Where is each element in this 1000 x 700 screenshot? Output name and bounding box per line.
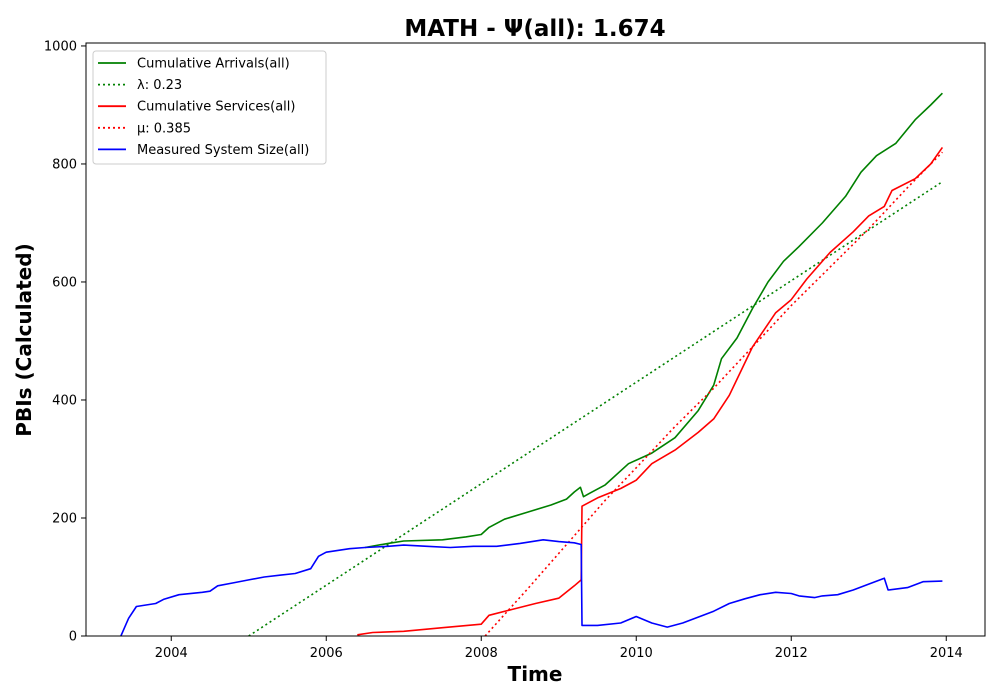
x-tick-label: 2006	[310, 646, 343, 661]
y-tick-label: 0	[69, 630, 77, 645]
legend-box	[92, 50, 327, 165]
x-axis: 2004 2006 2008 2010 2012 2014	[155, 636, 963, 661]
series-line-measured-system-size-all	[120, 539, 943, 636]
plot-area	[120, 92, 944, 636]
legend-label-0-385: μ: 0.385	[137, 121, 191, 136]
legend-label-measured-system-size-all: Measured System Size(all)	[137, 143, 309, 158]
y-tick-label: 600	[52, 275, 77, 290]
x-tick-label: 2012	[775, 646, 808, 661]
series-line-0-23	[248, 181, 943, 636]
legend-label-0-23: λ: 0.23	[137, 78, 182, 93]
series-line-cumulative-services-all	[357, 146, 944, 636]
legend-label-cumulative-arrivals-all: Cumulative Arrivals(all)	[137, 57, 290, 72]
y-tick-label: 800	[52, 157, 77, 172]
x-tick-label: 2010	[620, 646, 653, 661]
series-line-cumulative-arrivals-all	[364, 92, 943, 549]
x-tick-label: 2004	[155, 646, 188, 661]
legend-label-cumulative-services-all: Cumulative Services(all)	[137, 100, 295, 115]
chart-title: MATH - Ψ(all): 1.674	[404, 16, 665, 42]
legend: Cumulative Arrivals(all) λ: 0.23 Cumulativ…	[92, 50, 327, 165]
y-axis: 0 200 400 600 800 1000	[44, 39, 86, 645]
y-axis-label: PBIs (Calculated)	[12, 243, 36, 436]
y-tick-label: 400	[52, 393, 77, 408]
y-tick-label: 200	[52, 511, 77, 526]
y-tick-label: 1000	[44, 39, 77, 54]
x-axis-label: Time	[508, 662, 563, 686]
x-tick-label: 2014	[930, 646, 963, 661]
plot-frame	[85, 42, 986, 637]
x-tick-label: 2008	[465, 646, 498, 661]
